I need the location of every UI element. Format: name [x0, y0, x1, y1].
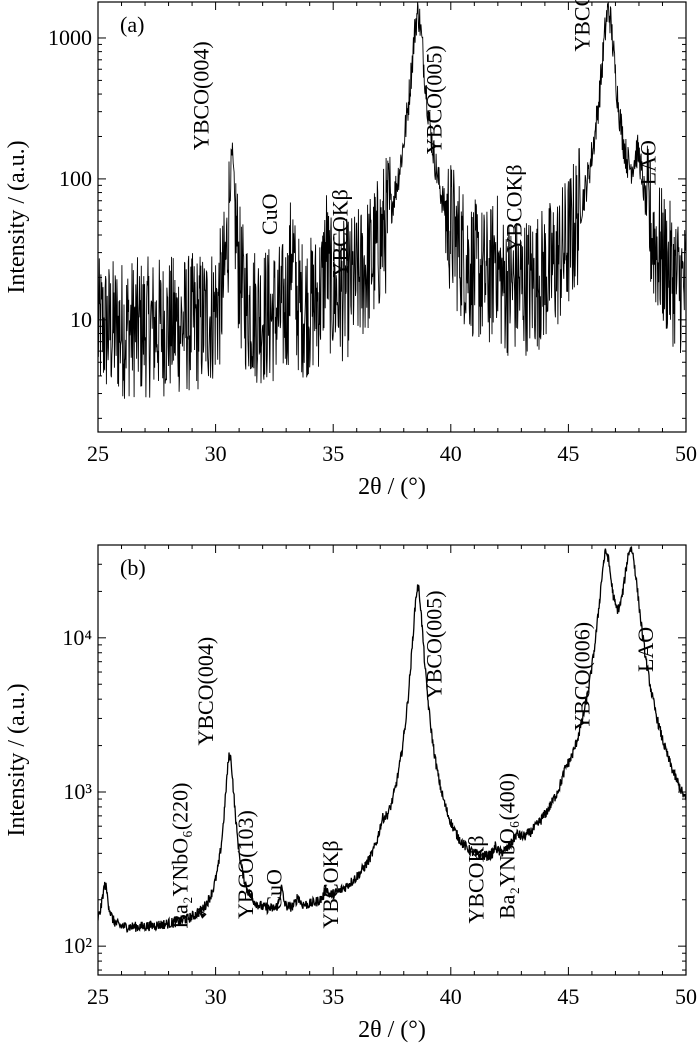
x-tick-label: 50: [675, 984, 697, 1009]
panel-b: 25 30 35 40 45 50 10² 10³ 10⁴ 2θ / (°) Intensity /…: [4, 544, 697, 1043]
peak-annotation: LAO: [633, 627, 658, 672]
peak-annotation: CuO: [257, 193, 282, 235]
x-tick-label: 40: [440, 441, 462, 466]
peak-annotation: Ba₂YNbO₆(220): [167, 783, 192, 929]
y-axis-title: Intensity / (a.u.): [4, 140, 30, 293]
xrd-curve: [98, 2, 686, 399]
peak-annotation: YBCOKβ: [464, 835, 489, 923]
peak-annotation: YBCO(005): [421, 590, 446, 699]
xrd-curve: [98, 546, 686, 933]
peak-annotation: YBCO(004): [193, 637, 218, 746]
x-tick-label: 40: [440, 984, 462, 1009]
peak-annotation: YBCO(006): [570, 622, 595, 731]
panel-a: 25 30 35 40 45 50 10 100 1000 2θ / (°) Intensity /…: [4, 0, 697, 500]
panel-label: (a): [120, 12, 144, 37]
plot-frame: [97, 544, 687, 976]
x-tick-label: 35: [322, 441, 344, 466]
x-tick-label: 25: [87, 441, 109, 466]
x-tick-label: 45: [557, 441, 579, 466]
x-axis-title: 2θ / (°): [358, 474, 426, 500]
panel-label: (b): [120, 555, 146, 580]
peak-annotation: YBCO(004): [189, 41, 214, 150]
peak-annotation: YBCO(103): [233, 810, 258, 919]
peak-annotation: YBCOKβ: [318, 840, 343, 928]
plot-frame: [97, 1, 687, 433]
peak-annotation: CuO: [262, 869, 287, 911]
peak-annotation: YBCO(005): [421, 45, 446, 154]
y-tick-label: 10²: [63, 933, 92, 958]
peak-annotation: LAO: [635, 140, 660, 185]
x-tick-label: 45: [557, 984, 579, 1009]
y-tick-label: 100: [59, 166, 92, 191]
y-tick-label: 10³: [63, 779, 92, 804]
peak-annotation: YBCOKβ: [327, 189, 352, 277]
peak-annotation: Ba₂YNbO₆(400): [494, 773, 519, 919]
x-tick-label: 30: [205, 984, 227, 1009]
x-tick-label: 50: [675, 441, 697, 466]
y-tick-label: 10: [70, 307, 92, 332]
peak-annotation: YBCO(006): [570, 0, 595, 52]
x-tick-label: 25: [87, 984, 109, 1009]
x-axis-title: 2θ / (°): [358, 1017, 426, 1043]
peak-annotation: YBCOKβ: [501, 164, 526, 252]
annotation-arrow: [196, 908, 207, 916]
x-tick-label: 30: [205, 441, 227, 466]
y-tick-label: 1000: [48, 25, 92, 50]
y-axis-title: Intensity / (a.u.): [4, 683, 30, 836]
x-tick-label: 35: [322, 984, 344, 1009]
y-tick-label: 10⁴: [62, 625, 92, 650]
annotation-arrowhead: [199, 912, 207, 919]
